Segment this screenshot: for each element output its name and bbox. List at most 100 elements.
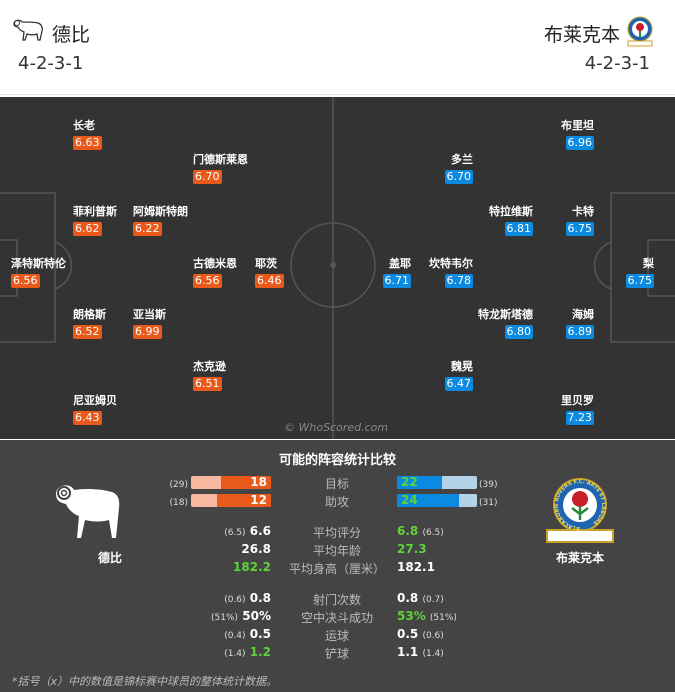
player-rating: 6.62 bbox=[73, 222, 102, 236]
player-rating: 6.81 bbox=[504, 222, 533, 236]
home-formation: 4-2-3-1 bbox=[18, 53, 84, 74]
player-away-2[interactable]: 特拉维斯 6.81 bbox=[489, 203, 533, 236]
home-stat-value: (1.4) 1.2 bbox=[224, 645, 271, 659]
home-stat-value: (51%) 50% bbox=[211, 609, 271, 623]
player-rating: 6.63 bbox=[73, 136, 102, 150]
away-bar-fill bbox=[397, 494, 459, 507]
home-stat-value: 26.8 bbox=[241, 542, 271, 556]
player-name: 菲利普斯 bbox=[73, 205, 117, 218]
player-home-5[interactable]: 古德米恩 6.56 bbox=[193, 255, 237, 288]
player-rating: 6.80 bbox=[504, 325, 533, 339]
away-bar-0: 22 bbox=[397, 476, 477, 489]
home-bar-0: 18 bbox=[191, 476, 271, 489]
home-stat-value: 182.2 bbox=[233, 560, 271, 574]
home-stat-value: (6.5) 6.6 bbox=[224, 524, 271, 538]
player-name: 古德米恩 bbox=[193, 257, 237, 270]
home-bar-1: 12 bbox=[191, 494, 271, 507]
player-away-8[interactable]: 海姆 6.89 bbox=[565, 306, 594, 339]
player-name: 海姆 bbox=[572, 308, 594, 321]
pitch: 长老 6.63 门德斯莱恩 6.70 菲利普斯 6.62 阿姆斯特朗 6.22 泽特斯特… bbox=[0, 97, 675, 439]
player-rating: 6.52 bbox=[73, 325, 102, 339]
away-stat-value: 0.5 (0.6) bbox=[397, 627, 444, 641]
player-away-1[interactable]: 多兰 6.70 bbox=[444, 151, 473, 184]
away-team-name[interactable]: 布莱克本 bbox=[543, 24, 620, 46]
player-rating: 6.71 bbox=[382, 274, 411, 288]
player-name: 泽特斯特伦 bbox=[11, 257, 66, 270]
player-home-1[interactable]: 门德斯莱恩 6.70 bbox=[193, 151, 248, 184]
away-bar-fill bbox=[397, 476, 442, 489]
away-stat-value: 27.3 bbox=[397, 542, 427, 556]
stat-label: 平均评分 bbox=[312, 526, 361, 540]
player-name: 杰克逊 bbox=[193, 360, 226, 373]
footnote: *括号（x）中的数值是锦标赛中球员的整体统计数据。 bbox=[12, 675, 278, 688]
stat-label: 运球 bbox=[324, 629, 349, 643]
home-stat-value: (0.6) 0.8 bbox=[224, 591, 271, 605]
player-name: 特龙斯塔德 bbox=[478, 308, 533, 321]
pitch-lines bbox=[0, 97, 675, 439]
away-season-total: (31) bbox=[479, 498, 498, 508]
home-season-total: (29) bbox=[169, 480, 188, 490]
away-stat-value: 0.8 (0.7) bbox=[397, 591, 444, 605]
player-home-8[interactable]: 亚当斯 6.99 bbox=[133, 306, 166, 339]
stat-label: 平均年龄 bbox=[312, 544, 361, 558]
player-home-2[interactable]: 菲利普斯 6.62 bbox=[73, 203, 117, 236]
home-bar-value: 12 bbox=[250, 494, 267, 507]
player-away-5[interactable]: 坎特韦尔 6.78 bbox=[429, 255, 473, 288]
away-stat-value: 1.1 (1.4) bbox=[397, 645, 444, 659]
player-away-4[interactable]: 盖耶 6.71 bbox=[382, 255, 411, 288]
player-name: 特拉维斯 bbox=[489, 205, 533, 218]
home-team-name[interactable]: 德比 bbox=[52, 24, 91, 46]
player-rating: 6.75 bbox=[625, 274, 654, 288]
player-rating: 6.70 bbox=[444, 170, 473, 184]
home-bar-fill bbox=[221, 476, 271, 489]
player-away-0[interactable]: 布里坦 6.96 bbox=[561, 117, 594, 150]
player-away-3[interactable]: 卡特 6.75 bbox=[565, 203, 594, 236]
comparison-title: 可能的阵容统计比较 bbox=[278, 453, 396, 468]
player-away-9[interactable]: 魏晃 6.47 bbox=[444, 358, 473, 391]
away-club-name: 布莱克本 bbox=[555, 551, 604, 565]
derby-crest-icon bbox=[13, 19, 43, 41]
player-rating: 6.43 bbox=[73, 411, 102, 425]
player-rating: 6.46 bbox=[255, 274, 284, 288]
stat-label: 射门次数 bbox=[312, 593, 361, 607]
home-bar-fill bbox=[217, 494, 271, 507]
player-name: 盖耶 bbox=[389, 257, 411, 270]
player-away-10[interactable]: 里贝罗 7.23 bbox=[561, 392, 594, 425]
blackburn-rovers-crest-icon: BLACKBURN ROVERS F.C. ARTE ET LABORE bbox=[546, 478, 614, 543]
away-stat-value: 53% (51%) bbox=[397, 609, 457, 623]
player-away-7[interactable]: 特龙斯塔德 6.80 bbox=[478, 306, 533, 339]
player-home-7[interactable]: 朗格斯 6.52 bbox=[73, 306, 106, 339]
player-home-10[interactable]: 尼亚姆贝 6.43 bbox=[73, 392, 117, 425]
stat-label: 助攻 bbox=[324, 495, 349, 509]
player-name: 多兰 bbox=[451, 153, 473, 166]
player-home-6[interactable]: 耶茨 6.46 bbox=[255, 255, 284, 288]
away-stat-value: 182.1 bbox=[397, 560, 435, 574]
player-rating: 6.96 bbox=[565, 136, 594, 150]
player-rating: 6.75 bbox=[565, 222, 594, 236]
player-name: 魏晃 bbox=[451, 360, 473, 373]
player-home-3[interactable]: 阿姆斯特朗 6.22 bbox=[133, 203, 188, 236]
match-header: 德比 4-2-3-1 布莱克本 4-2-3-1 bbox=[0, 0, 675, 95]
away-bar-value: 24 bbox=[401, 494, 418, 507]
player-rating: 6.56 bbox=[193, 274, 222, 288]
away-season-total: (39) bbox=[479, 480, 498, 490]
player-away-6[interactable]: 梨 6.75 bbox=[625, 255, 654, 288]
stat-label: 平均身高（厘米） bbox=[288, 562, 385, 576]
player-rating: 6.47 bbox=[444, 377, 473, 391]
player-name: 梨 bbox=[643, 257, 654, 270]
player-home-4[interactable]: 泽特斯特伦 6.56 bbox=[11, 255, 66, 288]
player-name: 耶茨 bbox=[255, 257, 277, 270]
player-home-0[interactable]: 长老 6.63 bbox=[73, 117, 102, 150]
home-club-name: 德比 bbox=[97, 551, 122, 565]
player-name: 长老 bbox=[73, 119, 95, 132]
player-rating: 6.99 bbox=[133, 325, 162, 339]
player-name: 里贝罗 bbox=[561, 394, 594, 407]
player-home-9[interactable]: 杰克逊 6.51 bbox=[193, 358, 226, 391]
away-stat-value: 6.8 (6.5) bbox=[397, 524, 444, 538]
player-name: 布里坦 bbox=[561, 119, 594, 132]
home-season-total: (18) bbox=[169, 498, 188, 508]
stat-label: 空中决斗成功 bbox=[300, 611, 373, 625]
away-bar-1: 24 bbox=[397, 494, 477, 507]
player-rating: 7.23 bbox=[565, 411, 594, 425]
watermark: © WhoScored.com bbox=[284, 421, 389, 434]
